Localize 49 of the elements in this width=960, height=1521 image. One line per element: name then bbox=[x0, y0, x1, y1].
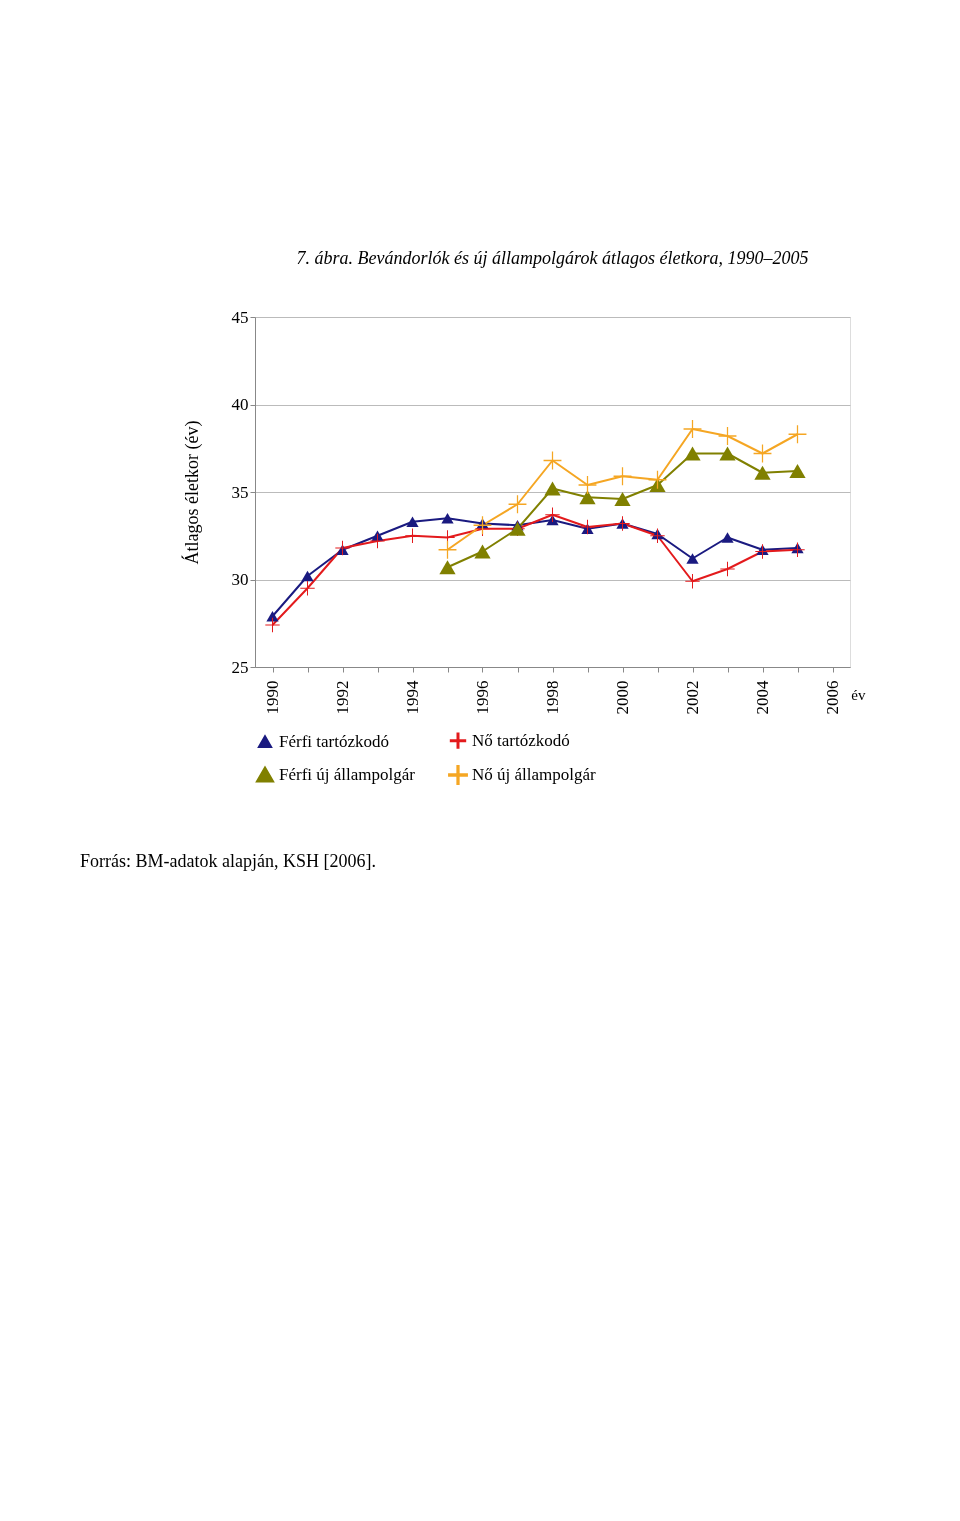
x-tick-label: 1996 bbox=[473, 680, 492, 715]
point bbox=[578, 476, 597, 494]
x-tick-label: 2002 bbox=[683, 680, 702, 715]
point bbox=[789, 463, 806, 479]
point bbox=[335, 540, 350, 556]
point bbox=[266, 610, 279, 622]
point bbox=[406, 516, 419, 528]
point bbox=[686, 553, 699, 564]
point bbox=[300, 581, 315, 596]
y-tick-label: 35 bbox=[231, 482, 249, 502]
point bbox=[754, 465, 771, 480]
x-tick-label: 1992 bbox=[333, 680, 352, 715]
point bbox=[544, 481, 561, 496]
y-tick-label: 25 bbox=[231, 657, 249, 677]
point bbox=[720, 561, 735, 577]
x-tick-label: 1990 bbox=[263, 680, 282, 715]
point bbox=[545, 507, 560, 522]
x-tick-label: 1994 bbox=[403, 680, 422, 715]
point bbox=[685, 574, 700, 589]
legend-label: Férfi tartózkodó bbox=[279, 731, 389, 751]
point bbox=[370, 533, 385, 549]
text: Forrás: BM-adatok alapján, KSH [2006]. bbox=[80, 851, 376, 871]
point bbox=[614, 491, 631, 507]
x-tick-label: 2000 bbox=[613, 680, 632, 715]
x-tick-label: 2006 bbox=[823, 680, 842, 715]
y-tick-label: 45 bbox=[231, 307, 249, 327]
point bbox=[301, 570, 314, 582]
point bbox=[721, 532, 734, 543]
chart-title: 7. ábra. Bevándorlók és új állampolgárok átlagos életkora, 1990–2005 bbox=[296, 248, 809, 268]
x-tick-label: 2004 bbox=[753, 680, 772, 715]
point bbox=[474, 544, 491, 559]
legend-label: Férfi új állampolgár bbox=[279, 764, 416, 784]
x-tick-label: 1998 bbox=[543, 680, 562, 715]
point bbox=[718, 427, 737, 445]
point bbox=[579, 490, 596, 505]
y-tick-label: 40 bbox=[231, 395, 249, 414]
x-axis-title: év bbox=[851, 686, 866, 703]
y-tick-label: 30 bbox=[231, 570, 249, 589]
y-axis-title: Átlagos életkor (év) bbox=[180, 420, 203, 565]
point bbox=[684, 446, 701, 461]
point bbox=[683, 420, 702, 438]
point bbox=[405, 528, 420, 543]
point bbox=[439, 560, 456, 575]
legend-label: Nő új állampolgár bbox=[472, 765, 597, 784]
point bbox=[580, 519, 595, 535]
point bbox=[441, 512, 454, 524]
point bbox=[719, 446, 736, 461]
legend-label: Nő tartózkodó bbox=[472, 730, 570, 750]
point bbox=[265, 617, 280, 633]
